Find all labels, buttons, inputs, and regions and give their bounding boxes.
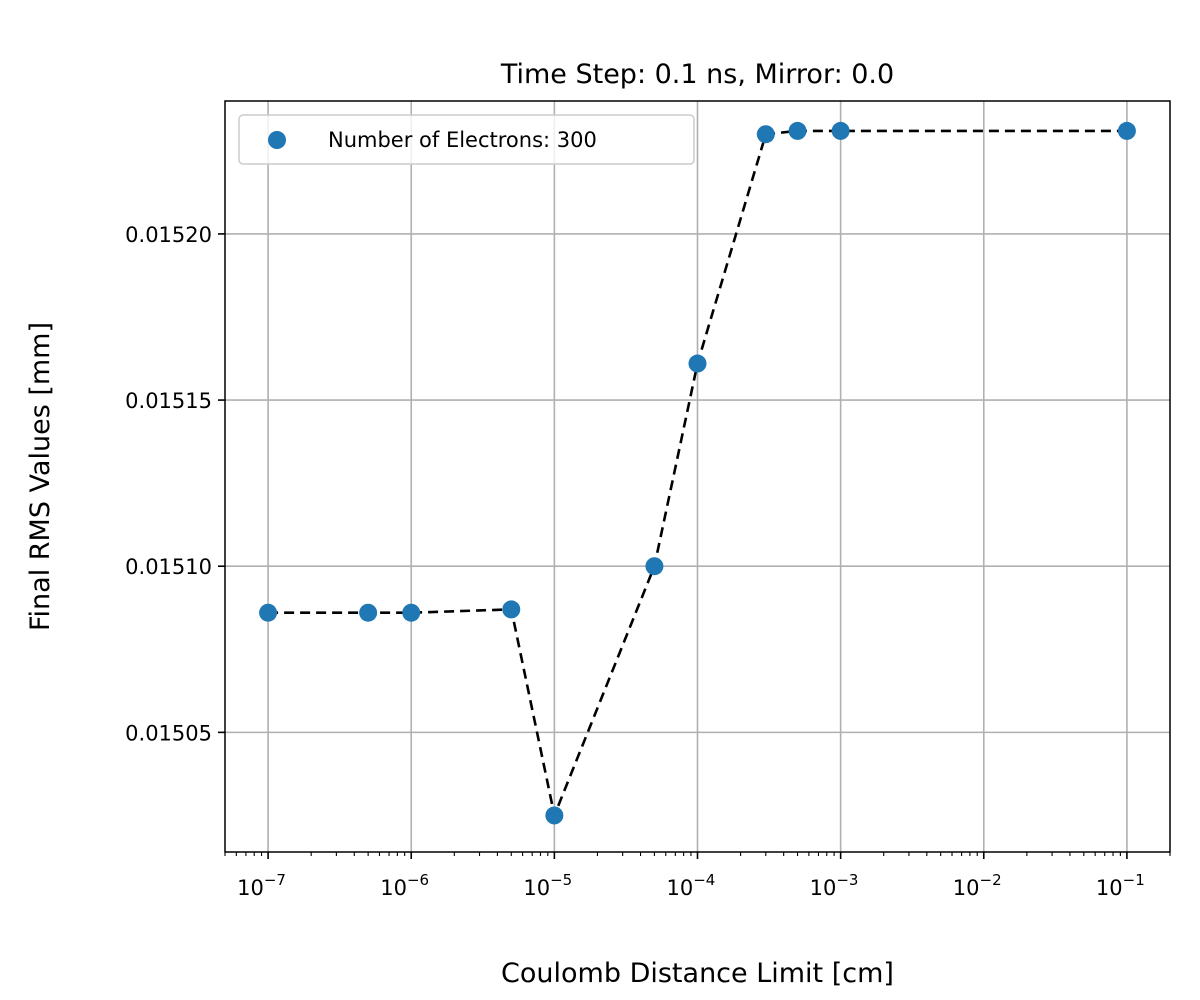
- data-point: [1117, 121, 1136, 140]
- y-axis-title: Final RMS Values [mm]: [25, 322, 56, 631]
- data-point: [545, 806, 564, 825]
- y-tick-label: 0.01515: [125, 389, 212, 413]
- x-axis-title: Coulomb Distance Limit [cm]: [501, 958, 894, 989]
- x-tick-label: 10−5: [523, 871, 572, 900]
- x-tick-label: 10−7: [237, 871, 286, 900]
- x-tick-label: 10−6: [380, 871, 429, 900]
- data-point: [756, 125, 775, 144]
- data-point: [788, 121, 807, 140]
- x-tick-label: 10−2: [953, 871, 1002, 900]
- x-axis-ticks: 10−7 10−6 10−5 10−4 10−3 10−2 10−1: [224, 852, 1171, 900]
- y-tick-label: 0.01520: [125, 223, 212, 247]
- x-tick-label: 10−4: [667, 871, 716, 900]
- chart-title: Time Step: 0.1 ns, Mirror: 0.0: [500, 59, 894, 90]
- y-axis-ticks: 0.01505 0.01510 0.01515 0.01520: [125, 223, 225, 745]
- y-tick-label: 0.01510: [125, 555, 212, 579]
- x-tick-label: 10−3: [810, 871, 859, 900]
- data-points: [259, 121, 1136, 825]
- data-point: [645, 557, 664, 576]
- data-point: [502, 600, 521, 619]
- data-point: [831, 121, 850, 140]
- data-point: [359, 603, 378, 622]
- data-point: [259, 603, 278, 622]
- legend: Number of Electrons: 300: [238, 114, 695, 165]
- y-tick-label: 0.01505: [125, 721, 212, 745]
- grid: [225, 101, 1170, 852]
- data-point: [688, 354, 707, 373]
- legend-label: Number of Electrons: 300: [328, 128, 597, 152]
- x-tick-label: 10−1: [1096, 871, 1145, 900]
- legend-marker: [268, 131, 286, 149]
- legend-box: [238, 114, 695, 165]
- data-point: [402, 603, 421, 622]
